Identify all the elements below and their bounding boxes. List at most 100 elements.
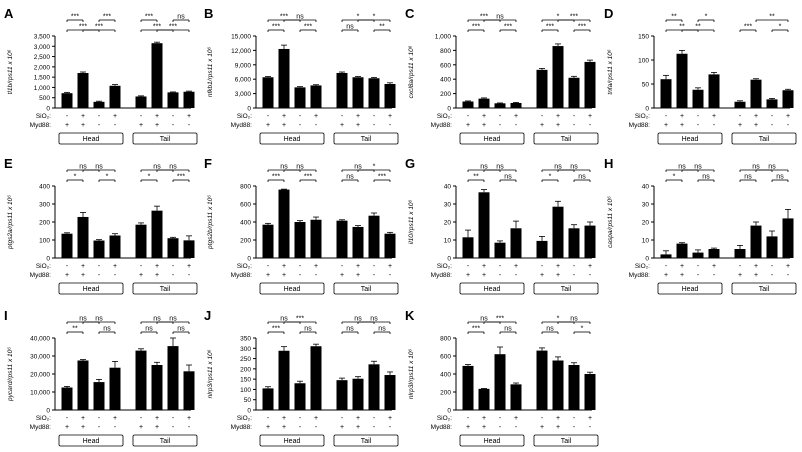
bar (151, 365, 163, 410)
y-axis-title: cxcl8a/rps11 x 10⁶ (408, 45, 415, 98)
sio2-condition-mark: + (514, 415, 518, 422)
significance-label: ns (79, 164, 87, 171)
significance-label: *** (280, 14, 288, 21)
sio2-condition-mark: - (573, 263, 576, 270)
group-box (58, 282, 124, 295)
bar (294, 383, 306, 410)
bar (167, 346, 179, 410)
sio2-condition-mark: - (739, 263, 742, 270)
significance-label: ns (546, 326, 554, 333)
group-box (459, 434, 525, 447)
significance-label: * (373, 164, 376, 171)
bar (109, 367, 121, 410)
sio2-condition-mark: + (356, 415, 360, 422)
significance-label: ns (346, 24, 354, 31)
sio2-condition-mark: + (754, 263, 758, 270)
significance-label: *** (177, 174, 185, 181)
myd88-condition-mark: + (738, 122, 742, 129)
bar (510, 384, 522, 410)
bar (294, 87, 306, 108)
sio2-condition-mark: - (98, 113, 101, 120)
significance-label: ns (702, 174, 710, 181)
group-label-head: Head (284, 286, 301, 293)
group-label-tail: Tail (561, 438, 572, 445)
bar (167, 238, 179, 258)
sio2-condition-mark: - (373, 263, 376, 270)
panel-b: B 0 3,000 6,000 9,000 12,000 15,000 nfkb1/rps11… (204, 6, 399, 145)
bar (494, 242, 506, 258)
sio2-condition-mark: - (573, 113, 576, 120)
significance-label: *** (272, 24, 280, 31)
y-tick-label: 0 (46, 106, 50, 113)
myd88-condition-mark: + (482, 272, 486, 279)
myd88-condition-mark: + (482, 424, 486, 431)
significance-label: ns (480, 316, 488, 323)
significance-label: ** (72, 326, 78, 333)
sio2-condition-mark: + (113, 263, 117, 270)
myd88-condition-mark: - (389, 424, 392, 431)
bar (135, 96, 147, 108)
significance-label: *** (169, 24, 177, 31)
bar (109, 235, 121, 258)
significance-label: ns (296, 164, 304, 171)
group-box (132, 132, 198, 145)
sio2-condition-mark: - (66, 415, 69, 422)
significance-label: ns (280, 164, 288, 171)
y-tick-label: 200 (240, 366, 251, 373)
bar (568, 77, 580, 108)
y-tick-label: 30 (444, 202, 452, 209)
y-axis-title: ptgs2a/rps11 x 10⁶ (7, 195, 14, 250)
myd88-condition-mark: - (389, 122, 392, 129)
group-box (132, 282, 198, 295)
bar (336, 72, 348, 108)
sio2-condition-mark: + (514, 263, 518, 270)
bar (708, 74, 720, 108)
significance-label: * (779, 24, 782, 31)
group-label-tail: Tail (160, 438, 171, 445)
myd88-condition-mark: - (188, 122, 191, 129)
y-tick-label: 10 (444, 238, 452, 245)
bar (167, 92, 179, 108)
sio2-condition-mark: + (155, 113, 159, 120)
significance-label: ns (768, 164, 776, 171)
sio2-condition-mark: + (786, 113, 790, 120)
significance-label: ns (504, 174, 512, 181)
myd88-condition-mark: - (373, 272, 376, 279)
y-tick-label: 200 (440, 91, 451, 98)
myd88-condition-mark: + (356, 272, 360, 279)
myd88-condition-mark: + (266, 122, 270, 129)
sio2-condition-mark: + (786, 263, 790, 270)
significance-label: ns (354, 316, 362, 323)
significance-label: ns (776, 174, 784, 181)
myd88-condition-mark: - (373, 424, 376, 431)
significance-label: ns (153, 316, 161, 323)
y-tick-label: 200 (440, 390, 451, 397)
myd88-condition-mark: - (315, 122, 318, 129)
significance-label: * (705, 14, 708, 21)
significance-label: ns (177, 14, 185, 21)
myd88-condition-mark: - (188, 424, 191, 431)
sio2-condition-mark: + (81, 113, 85, 120)
bar (510, 102, 522, 108)
myd88-condition-mark: - (315, 272, 318, 279)
sio2-condition-mark: + (187, 263, 191, 270)
y-tick-label: 100 (638, 58, 649, 65)
myd88-condition-mark: - (172, 272, 175, 279)
group-box (132, 434, 198, 447)
myd88-condition-mark: + (680, 122, 684, 129)
panel-letter: B (204, 6, 213, 21)
y-tick-label: 20,000 (30, 372, 50, 379)
significance-label: ns (296, 14, 304, 21)
sio2-condition-mark: - (771, 263, 774, 270)
sio2-condition-mark: - (140, 113, 143, 120)
sio2-condition-mark: - (341, 263, 344, 270)
y-tick-label: 12,000 (231, 48, 251, 55)
myd88-condition-mark: + (282, 272, 286, 279)
myd88-condition-mark: + (540, 122, 544, 129)
myd88-condition-mark: - (515, 272, 518, 279)
myd88-condition-mark: - (499, 272, 502, 279)
myd88-condition-mark: + (466, 424, 470, 431)
sio2-row-label: SiO₂: (437, 113, 452, 120)
bar (336, 220, 348, 258)
myd88-condition-mark: + (282, 424, 286, 431)
